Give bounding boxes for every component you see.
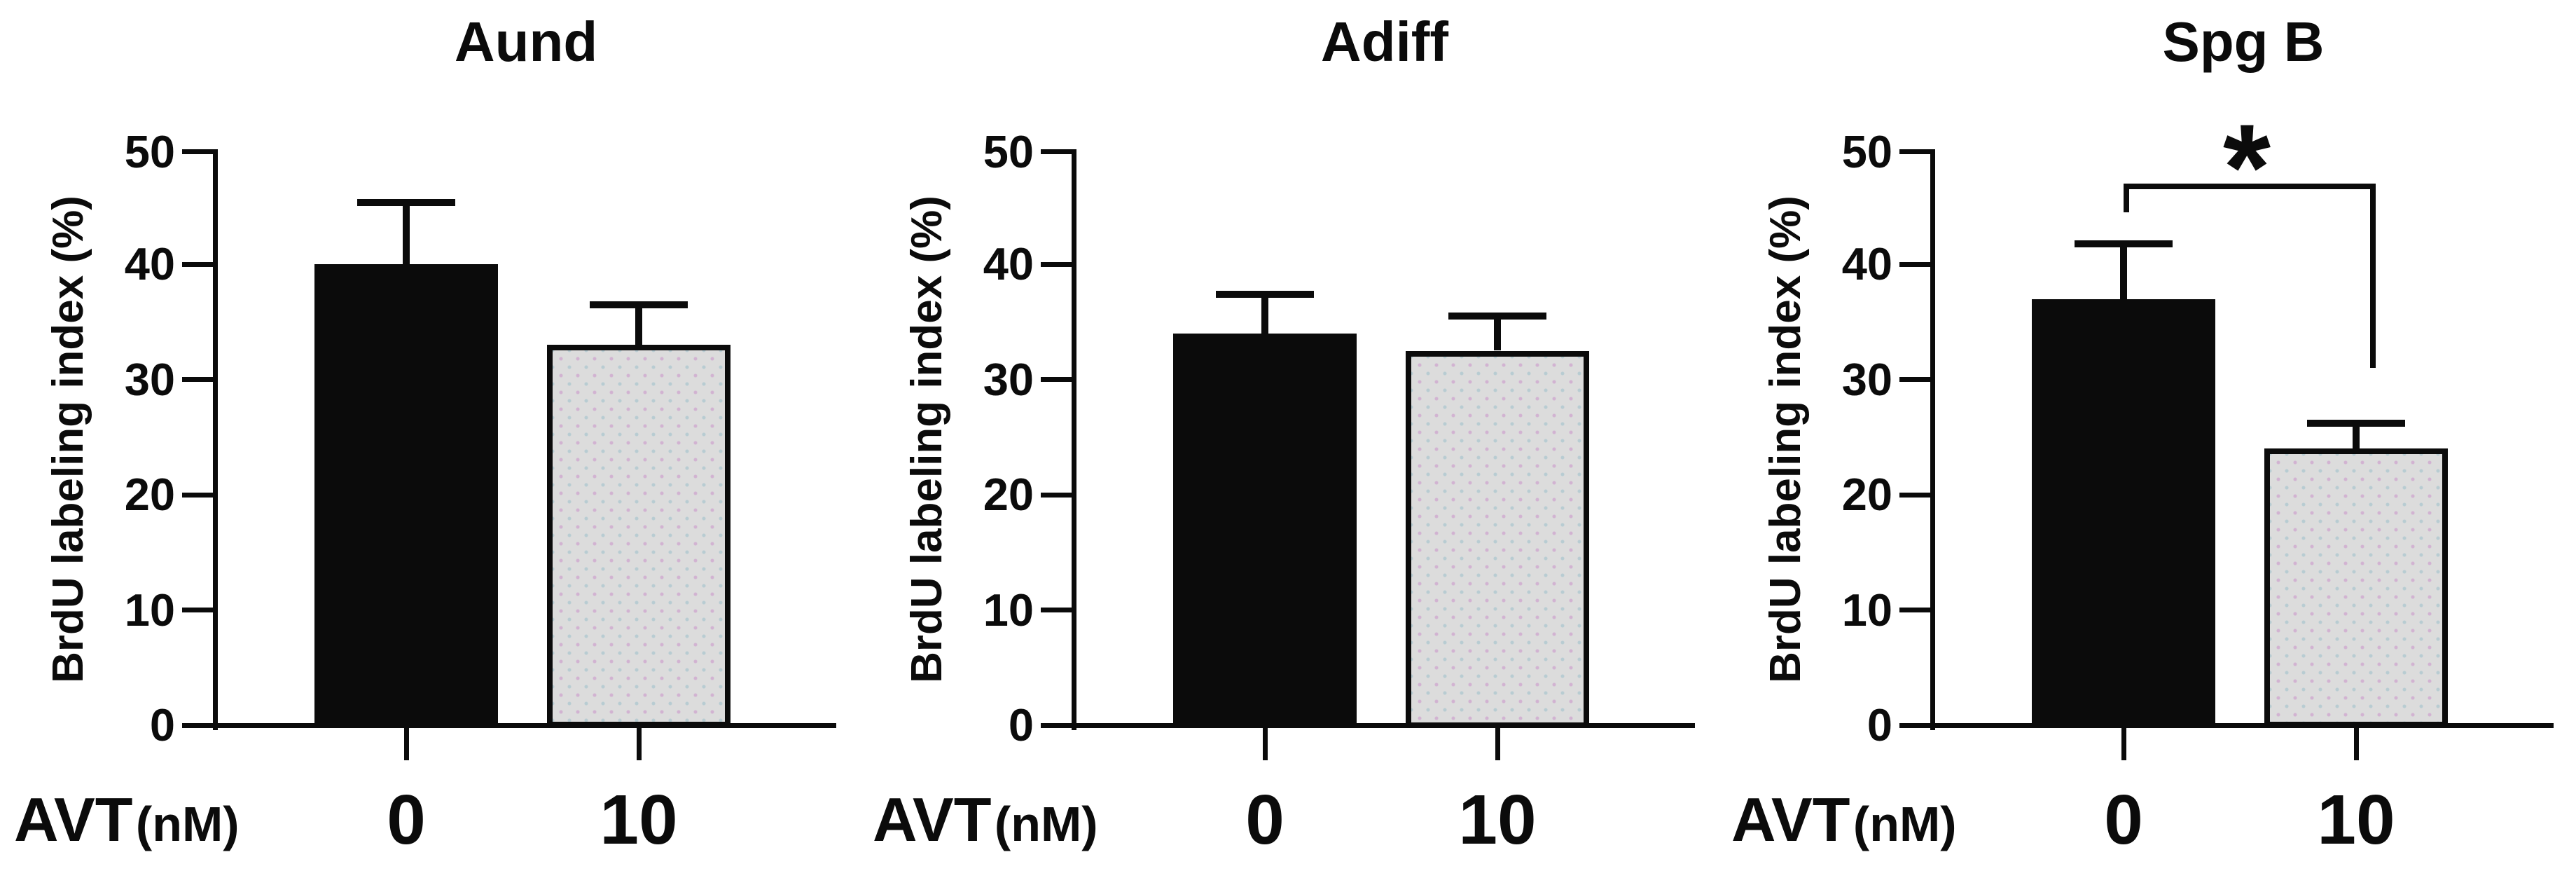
y-tick	[1041, 149, 1072, 154]
x-axis-label: AVT (nM)	[14, 789, 240, 851]
x-axis-label-unit: (nM)	[1853, 797, 1957, 851]
error-bar-cap	[1216, 291, 1314, 298]
y-tick-label: 40	[124, 238, 175, 289]
y-tick-label: 40	[983, 238, 1034, 289]
chart-title: Spg B	[2162, 11, 2325, 73]
significance-bracket-left-arm	[2124, 184, 2129, 212]
y-tick-label: 20	[1841, 469, 1892, 520]
y-tick-label: 10	[1841, 584, 1892, 636]
x-category-label: 10	[1458, 781, 1537, 859]
error-bar-cap	[2075, 240, 2173, 247]
bar-avt-0nM	[1173, 334, 1357, 727]
bar-avt-10nM	[547, 345, 730, 727]
x-axis-label-main: AVT	[1731, 785, 1850, 854]
plot-area: 0 10 20 30 40 50 0 10 *	[1717, 0, 2576, 878]
x-category-label: 0	[387, 781, 426, 859]
x-axis-label-unit: (nM)	[994, 797, 1098, 851]
y-tick	[1899, 608, 1930, 612]
x-tick	[2354, 728, 2359, 760]
plot-area: 0 10 20 30 40 50 0 10	[0, 0, 859, 878]
error-bar-stem	[635, 305, 642, 345]
bar-avt-10nM	[2264, 448, 2448, 727]
y-tick	[182, 262, 213, 267]
y-tick	[182, 149, 213, 154]
x-category-label: 0	[1245, 781, 1284, 859]
x-axis-label-unit: (nM)	[135, 797, 240, 851]
significance-bracket-top	[2124, 184, 2376, 189]
x-axis-line	[1072, 723, 1695, 728]
y-tick-label: 30	[1841, 354, 1892, 405]
y-tick	[1899, 377, 1930, 382]
y-tick	[1899, 493, 1930, 498]
error-bar-cap	[1448, 313, 1546, 320]
y-tick-label: 40	[1841, 238, 1892, 289]
error-bar-stem	[1261, 294, 1268, 334]
x-axis-label: AVT (nM)	[1731, 789, 1957, 851]
panel-aund: Aund BrdU labeling index (%) 0 10 20 30 40 50…	[0, 0, 859, 878]
y-tick	[1041, 262, 1072, 267]
panel-adiff: Adiff BrdU labeling index (%) 0 10 20 30 40 5…	[859, 0, 1717, 878]
x-category-label: 10	[2317, 781, 2395, 859]
plot-area: 0 10 20 30 40 50 0 10	[859, 0, 1717, 878]
error-bar-stem	[2120, 244, 2127, 299]
bar-avt-0nM	[314, 264, 498, 727]
y-tick-label: 0	[1867, 699, 1892, 750]
x-tick	[637, 728, 642, 760]
panel-spg-b: Spg B BrdU labeling index (%) 0 10 20 30 40 5…	[1717, 0, 2576, 878]
bar-avt-10nM	[1406, 351, 1589, 728]
x-category-label: 10	[600, 781, 678, 859]
y-axis-line	[213, 149, 218, 730]
chart-title: Adiff	[1320, 11, 1449, 73]
y-tick-label: 0	[149, 699, 175, 750]
y-tick-label: 0	[1008, 699, 1034, 750]
x-tick	[404, 728, 409, 760]
y-tick	[1041, 493, 1072, 498]
y-axis-line	[1930, 149, 1935, 730]
bar-avt-0nM	[2032, 299, 2215, 728]
y-tick-label: 30	[983, 354, 1034, 405]
x-axis-label-main: AVT	[14, 785, 133, 854]
y-tick	[182, 377, 213, 382]
y-tick	[1899, 149, 1930, 154]
y-tick-label: 10	[124, 584, 175, 636]
significance-asterisk: *	[2222, 100, 2271, 236]
error-bar-stem	[403, 203, 410, 265]
x-axis-line	[1930, 723, 2554, 728]
y-tick	[182, 608, 213, 612]
y-tick	[1899, 262, 1930, 267]
y-tick	[1899, 723, 1930, 728]
x-tick	[1495, 728, 1500, 760]
y-axis-line	[1072, 149, 1076, 730]
y-tick-label: 50	[124, 126, 175, 177]
x-tick	[2121, 728, 2126, 760]
x-axis-label-main: AVT	[873, 785, 992, 854]
y-tick-label: 20	[124, 469, 175, 520]
y-tick-label: 10	[983, 584, 1034, 636]
y-tick-label: 50	[983, 126, 1034, 177]
y-tick-label: 20	[983, 469, 1034, 520]
x-category-label: 0	[2104, 781, 2143, 859]
x-tick	[1263, 728, 1268, 760]
significance-bracket-right-arm	[2370, 184, 2376, 368]
y-tick	[182, 493, 213, 498]
y-tick-label: 30	[124, 354, 175, 405]
x-axis-label: AVT (nM)	[873, 789, 1098, 851]
error-bar-stem	[1494, 316, 1501, 350]
error-bar-stem	[2353, 423, 2360, 448]
x-axis-line	[213, 723, 836, 728]
error-bar-cap	[590, 301, 688, 308]
chart-title: Aund	[454, 11, 598, 73]
error-bar-cap	[2307, 420, 2405, 427]
y-tick-label: 50	[1841, 126, 1892, 177]
y-tick	[1041, 608, 1072, 612]
y-tick	[182, 723, 213, 728]
error-bar-cap	[357, 199, 455, 206]
y-tick	[1041, 723, 1072, 728]
y-tick	[1041, 377, 1072, 382]
